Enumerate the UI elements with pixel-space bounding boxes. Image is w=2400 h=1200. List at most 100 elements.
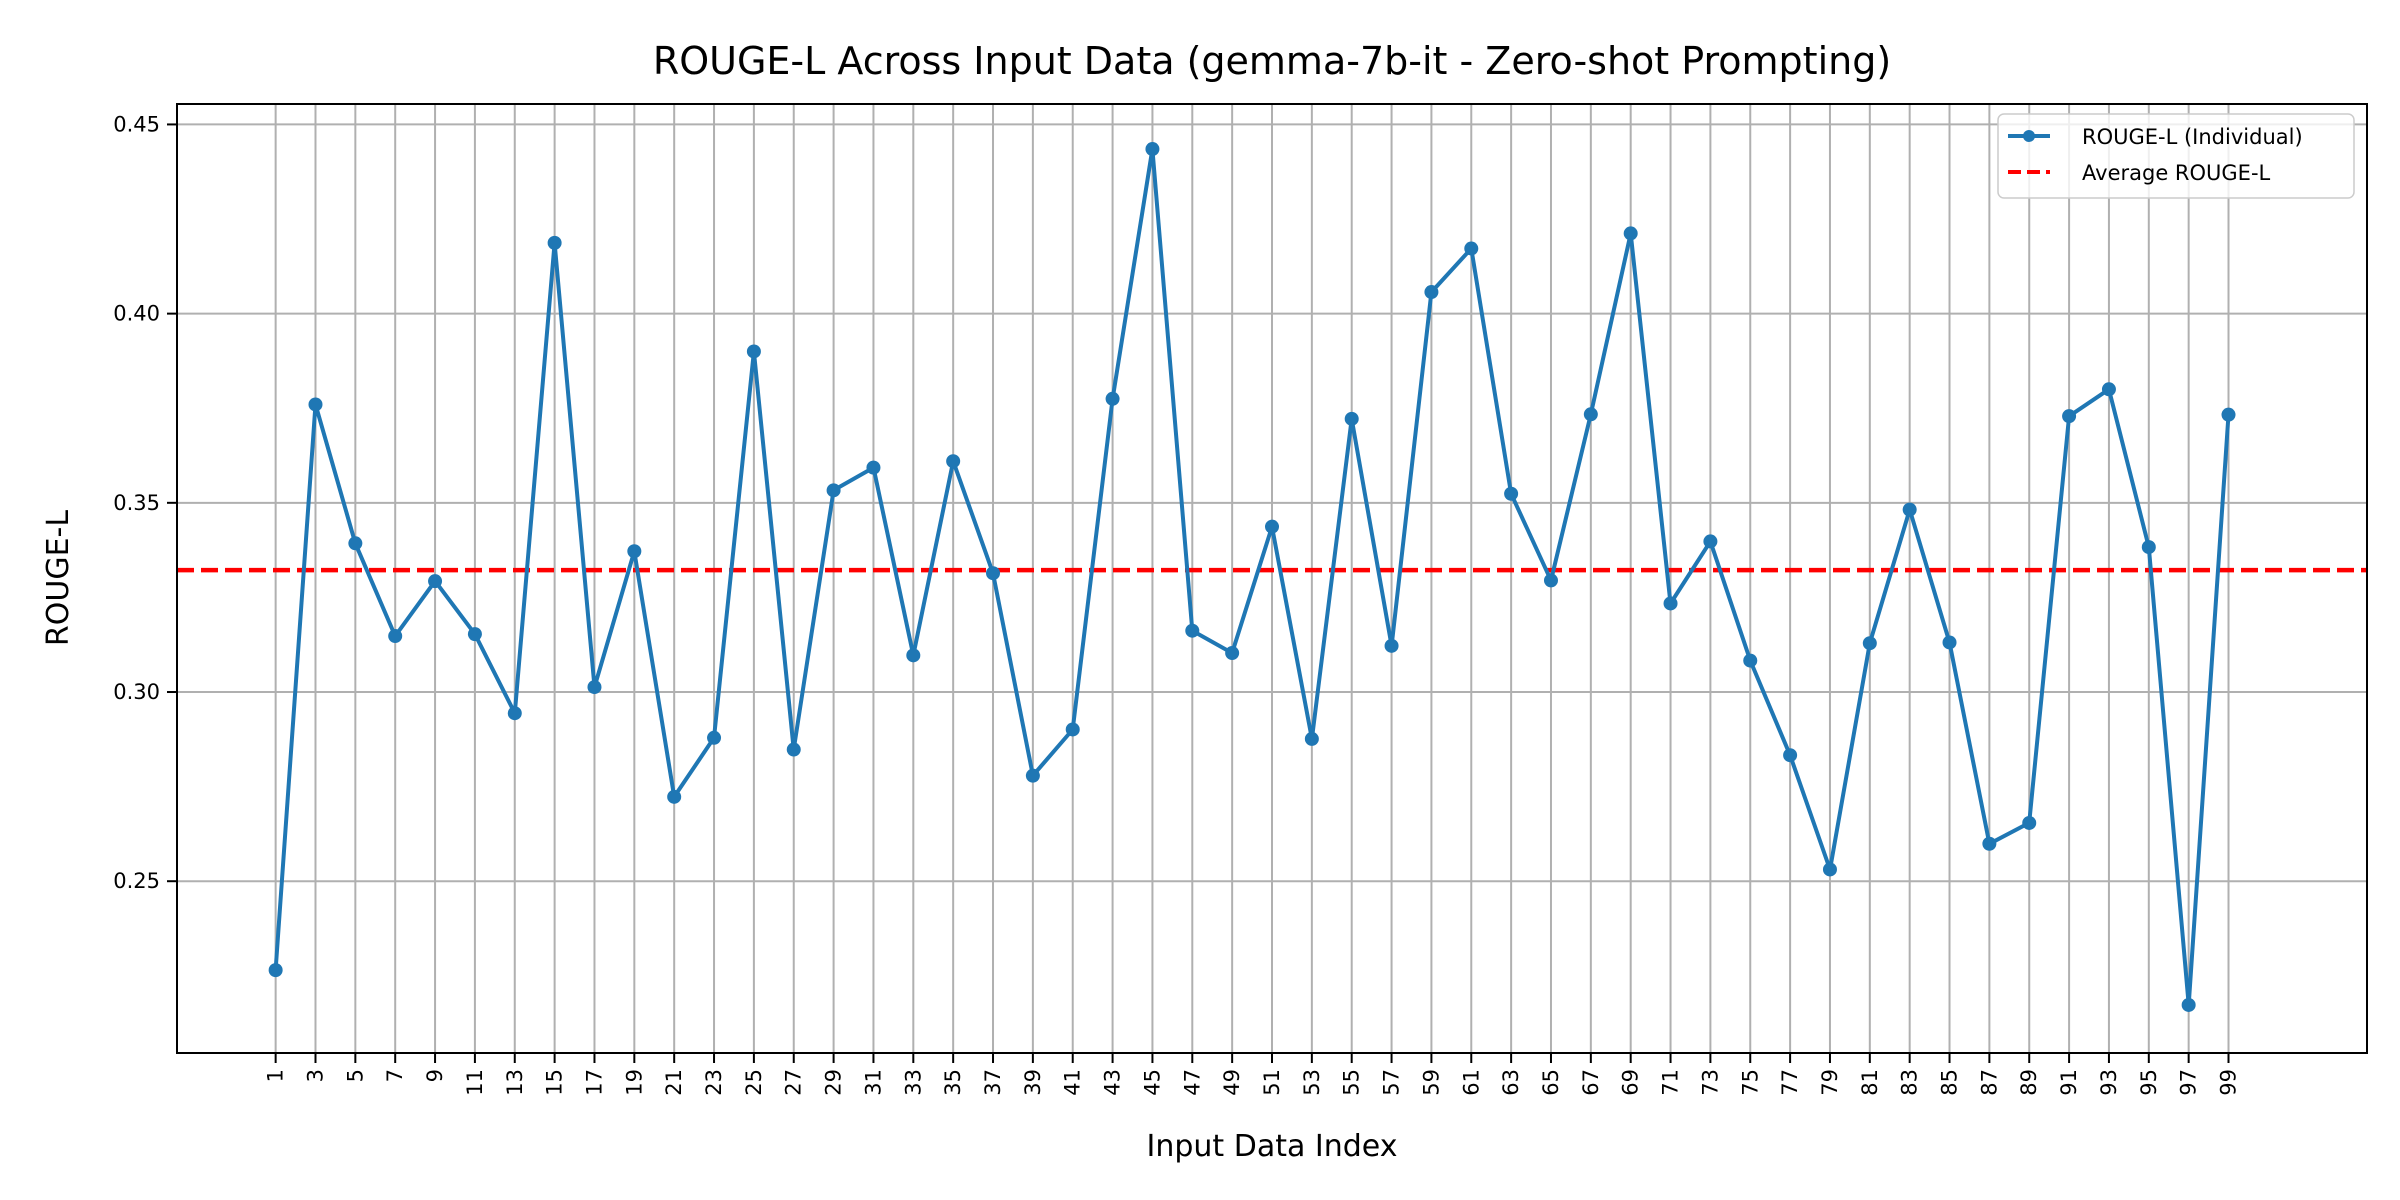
data-point bbox=[866, 460, 881, 475]
data-point bbox=[906, 648, 921, 663]
x-tick-label: 23 bbox=[702, 1069, 726, 1096]
x-axis-label: Input Data Index bbox=[1147, 1129, 1398, 1164]
data-point bbox=[467, 627, 482, 642]
x-tick-label: 19 bbox=[622, 1069, 646, 1096]
data-point bbox=[1982, 836, 1997, 851]
data-point bbox=[308, 397, 323, 412]
data-point bbox=[826, 483, 841, 498]
legend-box bbox=[1997, 113, 2355, 199]
data-point bbox=[1543, 573, 1558, 588]
x-tick-label: 79 bbox=[1818, 1069, 1842, 1096]
x-tick-label: 61 bbox=[1459, 1069, 1483, 1096]
data-point bbox=[1783, 748, 1798, 763]
x-tick-label: 77 bbox=[1778, 1069, 1802, 1096]
x-tick-label: 3 bbox=[303, 1069, 327, 1082]
x-tick-label: 71 bbox=[1659, 1069, 1683, 1096]
x-tick-label: 45 bbox=[1140, 1069, 1164, 1096]
legend: ROUGE-L (Individual) Average ROUGE-L bbox=[1997, 113, 2355, 199]
x-tick-label: 39 bbox=[1021, 1069, 1045, 1096]
data-point bbox=[587, 680, 602, 695]
x-tick-label: 15 bbox=[543, 1069, 567, 1096]
x-tick-label: 99 bbox=[2217, 1069, 2241, 1096]
legend-label-average: Average ROUGE-L bbox=[2082, 161, 2271, 185]
x-tick-label: 13 bbox=[503, 1069, 527, 1096]
data-point bbox=[507, 706, 522, 721]
data-point bbox=[2101, 382, 2116, 397]
x-tick-label: 67 bbox=[1579, 1069, 1603, 1096]
data-point bbox=[786, 742, 801, 757]
data-point bbox=[707, 730, 722, 745]
data-point bbox=[547, 235, 562, 250]
y-axis-label: ROUGE-L bbox=[41, 510, 76, 646]
data-point bbox=[1105, 391, 1120, 406]
x-tick-label: 63 bbox=[1499, 1069, 1523, 1096]
x-tick-label: 7 bbox=[383, 1069, 407, 1082]
x-tick-label: 57 bbox=[1380, 1069, 1404, 1096]
x-tick-label: 33 bbox=[901, 1069, 925, 1096]
y-tick-label: 0.40 bbox=[113, 302, 160, 326]
x-tick-label: 1 bbox=[264, 1069, 288, 1082]
data-point bbox=[667, 789, 682, 804]
x-tick-label: 11 bbox=[463, 1069, 487, 1096]
x-tick-label: 51 bbox=[1260, 1069, 1284, 1096]
data-point bbox=[2141, 540, 2156, 555]
x-tick-label: 35 bbox=[941, 1069, 965, 1096]
data-point bbox=[627, 544, 642, 559]
y-tick-label: 0.45 bbox=[113, 112, 160, 136]
data-point bbox=[1424, 285, 1439, 300]
x-tick-label: 97 bbox=[2177, 1069, 2201, 1096]
x-tick-label: 41 bbox=[1061, 1069, 1085, 1096]
data-point bbox=[1384, 638, 1399, 653]
data-point bbox=[1583, 407, 1598, 422]
data-point bbox=[1822, 862, 1837, 877]
data-point bbox=[1265, 519, 1279, 534]
x-tick-label: 89 bbox=[2017, 1069, 2041, 1096]
x-tick-label: 81 bbox=[1858, 1069, 1882, 1096]
data-point bbox=[986, 566, 1001, 581]
data-point bbox=[2022, 815, 2037, 830]
x-tick-label: 47 bbox=[1180, 1069, 1204, 1096]
legend-marker-individual bbox=[2023, 130, 2035, 142]
x-tick-label: 31 bbox=[861, 1069, 885, 1096]
x-tick-label: 93 bbox=[2097, 1069, 2121, 1096]
x-tick-label: 59 bbox=[1419, 1069, 1443, 1096]
y-tick-label: 0.35 bbox=[113, 491, 160, 515]
legend-label-individual: ROUGE-L (Individual) bbox=[2082, 125, 2303, 149]
x-tick-label: 17 bbox=[582, 1069, 606, 1096]
x-tick-label: 65 bbox=[1539, 1069, 1563, 1096]
data-point bbox=[1025, 768, 1040, 783]
data-point bbox=[1304, 731, 1319, 746]
data-point bbox=[1225, 646, 1240, 661]
x-tick-label: 25 bbox=[742, 1069, 766, 1096]
x-tick-label: 87 bbox=[1977, 1069, 2001, 1096]
data-point bbox=[2062, 409, 2077, 424]
y-tick-label: 0.25 bbox=[113, 869, 160, 893]
chart-title: ROUGE-L Across Input Data (gemma-7b-it -… bbox=[653, 39, 1891, 83]
x-tick-label: 5 bbox=[343, 1069, 367, 1082]
data-point bbox=[2221, 407, 2236, 422]
data-point bbox=[268, 963, 283, 978]
x-tick-label: 27 bbox=[782, 1069, 806, 1096]
x-tick-label: 49 bbox=[1220, 1069, 1244, 1096]
series-line bbox=[273, 147, 2231, 1007]
x-tick-label: 21 bbox=[662, 1069, 686, 1096]
x-tick-label: 43 bbox=[1101, 1069, 1125, 1096]
data-point bbox=[1942, 635, 1957, 650]
data-point bbox=[1862, 636, 1877, 651]
data-point bbox=[1344, 411, 1359, 426]
x-tick-label: 55 bbox=[1340, 1069, 1364, 1096]
x-tick-label: 73 bbox=[1698, 1069, 1722, 1096]
data-point bbox=[1703, 534, 1718, 549]
x-tick-label: 37 bbox=[981, 1069, 1005, 1096]
y-axis: 0.25 0.30 0.35 0.40 0.45 bbox=[113, 112, 177, 893]
data-point bbox=[946, 454, 961, 469]
data-point bbox=[1145, 142, 1160, 157]
data-point bbox=[1663, 596, 1678, 611]
data-point bbox=[2181, 997, 2196, 1012]
y-tick-label: 0.30 bbox=[113, 680, 160, 704]
data-point bbox=[1743, 653, 1758, 668]
data-point bbox=[428, 574, 443, 589]
data-point bbox=[746, 344, 761, 359]
